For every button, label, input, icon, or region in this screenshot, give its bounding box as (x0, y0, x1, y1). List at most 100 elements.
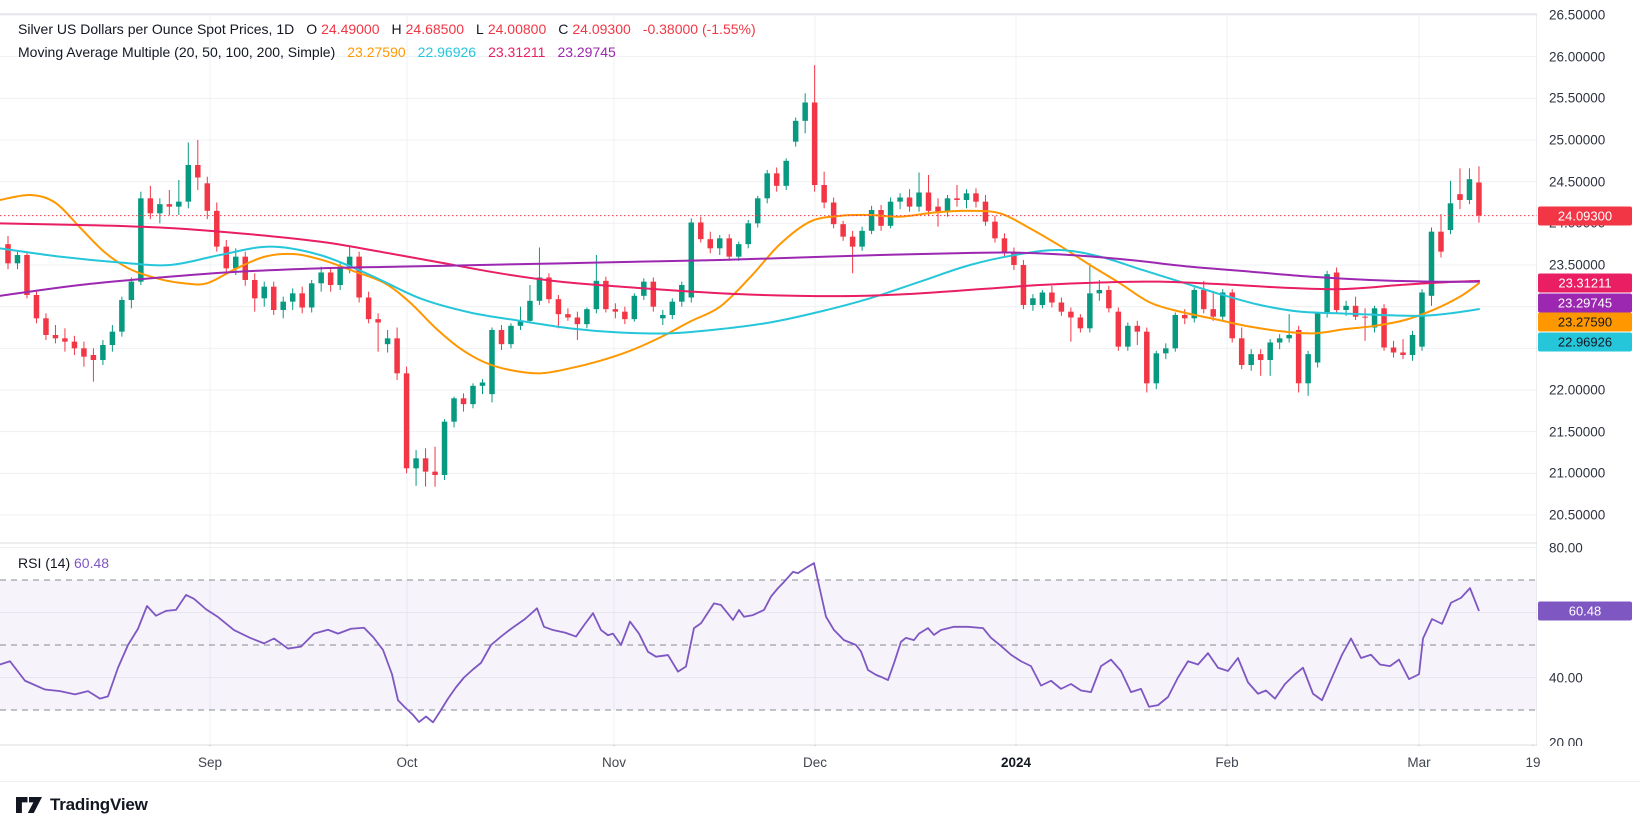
candle (1134, 325, 1141, 332)
price-scale[interactable]: 26.50000 26.00000 25.50000 25.00000 24.50000… (1537, 0, 1640, 781)
candle (327, 272, 334, 285)
candle (1457, 194, 1463, 200)
ma-200-line (0, 251, 1480, 297)
candle (1077, 317, 1084, 329)
tradingview-logo-text: TradingView (50, 795, 148, 814)
candle (280, 301, 286, 310)
candle (811, 102, 818, 185)
candle (394, 338, 400, 374)
symbol-legend-row[interactable]: Silver US Dollars per Ounce Spot Prices,… (18, 17, 756, 40)
candle (365, 297, 372, 320)
price-axis-label: 21.50000 (1549, 424, 1606, 440)
price-axis-label: 25.50000 (1549, 90, 1606, 106)
candle (375, 319, 381, 323)
candle (498, 329, 505, 345)
ma-legend-row[interactable]: Moving Average Multiple (20, 50, 100, 20… (18, 40, 756, 63)
candle (508, 325, 514, 345)
rsi-axis-label: 80.00 (1549, 540, 1583, 555)
candle (1476, 182, 1482, 216)
open-label: O (306, 20, 318, 37)
candle (973, 193, 979, 202)
candle (432, 471, 438, 475)
ma200-value: 23.29745 (557, 43, 616, 60)
rsi-indicator-title: RSI (14) (18, 555, 75, 571)
candle (925, 192, 932, 211)
candle (612, 309, 619, 312)
candle (1324, 274, 1330, 314)
candle (81, 348, 87, 357)
candle (460, 398, 467, 405)
candle (251, 279, 258, 299)
candle (489, 329, 495, 395)
candle (849, 236, 856, 247)
candle (840, 224, 846, 237)
candle (1049, 292, 1055, 303)
candle (650, 281, 657, 307)
candlestick-series[interactable] (5, 64, 1482, 487)
candle (176, 201, 182, 207)
price-axis-label: 25.00000 (1549, 132, 1606, 148)
candle (204, 183, 211, 211)
candle (546, 277, 552, 300)
candle (717, 238, 723, 249)
change-value: -0.38000 (-1.55%) (642, 20, 756, 37)
ma50-value: 22.96926 (417, 43, 477, 60)
ma-50-line (0, 245, 1480, 335)
candle (1020, 264, 1027, 305)
candle (698, 222, 704, 240)
tradingview-logo-icon (16, 797, 42, 813)
candle (660, 314, 666, 319)
candle (242, 256, 248, 280)
rsi-line (0, 562, 1480, 724)
candle (1371, 308, 1378, 328)
candle (261, 286, 267, 299)
rsi-value-badge: 60.48 (1538, 601, 1632, 621)
candle (1400, 352, 1406, 355)
candle (195, 164, 201, 178)
candle (916, 192, 922, 207)
tradingview-logo[interactable]: TradingView (16, 790, 148, 820)
time-axis-label: Oct (396, 755, 418, 770)
candle (1011, 253, 1017, 265)
price-axis-label: 23.50000 (1549, 257, 1606, 273)
candle (100, 344, 106, 360)
high-label: H (391, 20, 402, 37)
candle (1333, 272, 1340, 310)
candle (479, 382, 486, 386)
candle (1466, 179, 1473, 200)
candle (906, 197, 913, 207)
candle (1428, 231, 1435, 296)
candle (1096, 289, 1103, 294)
candle (413, 458, 419, 469)
time-scale[interactable]: Sep Oct Nov Dec 2024 Feb Mar 19 (0, 746, 1640, 781)
candle (565, 314, 571, 318)
candle (1144, 331, 1150, 384)
ma-price-badge: 23.29745 (1538, 293, 1632, 312)
price-axis-label: 21.00000 (1549, 465, 1606, 481)
candle (735, 244, 742, 257)
time-axis-label: Nov (601, 755, 627, 770)
low-label: L (476, 20, 484, 37)
candle (62, 338, 68, 342)
candle (1058, 302, 1065, 312)
candle (1172, 314, 1179, 349)
price-axis-label: 24.50000 (1549, 174, 1606, 190)
candle (147, 198, 154, 214)
time-axis-label: 2024 (1000, 755, 1032, 770)
candle (1106, 289, 1112, 309)
candle (1314, 313, 1321, 363)
candle (138, 198, 144, 282)
candle (308, 283, 315, 308)
candle (128, 281, 135, 300)
candle (1343, 305, 1349, 310)
candle (1200, 289, 1207, 310)
candle (1438, 231, 1444, 252)
rsi-legend-row[interactable]: RSI (14) 60.48 (18, 552, 109, 574)
candle (1352, 305, 1359, 317)
last-price-badge: 24.09300 (1538, 206, 1632, 226)
candle (1068, 311, 1074, 318)
candle (1210, 309, 1216, 317)
candle (1362, 316, 1368, 318)
